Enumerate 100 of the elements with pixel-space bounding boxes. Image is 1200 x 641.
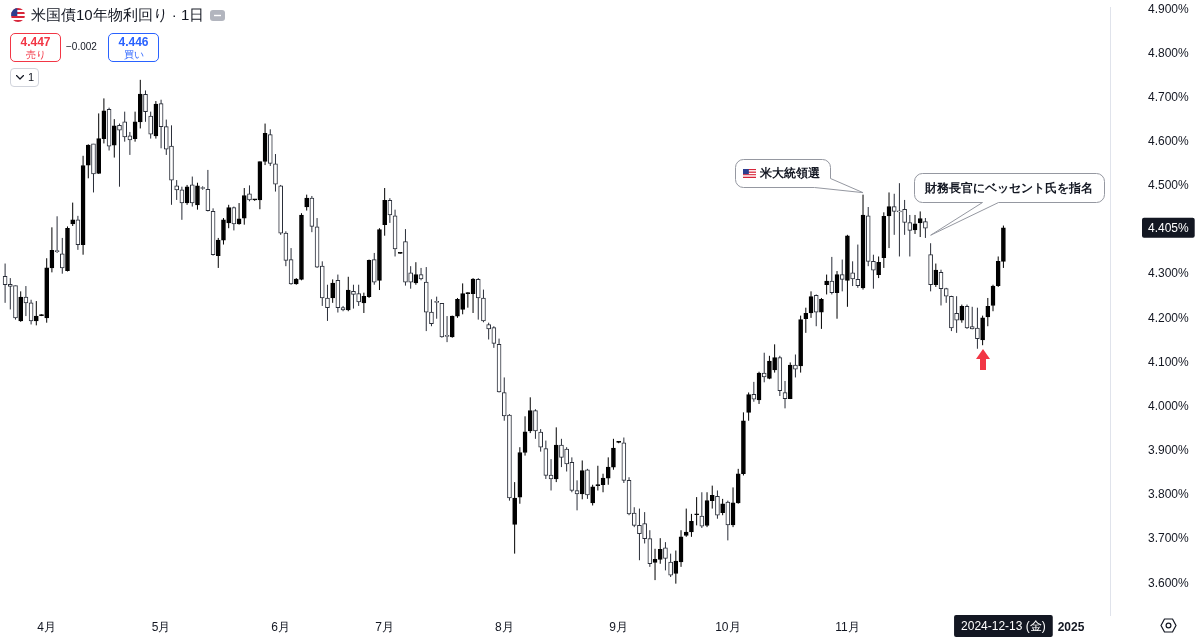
annotation: −0.002 [66,41,97,53]
y-tick-label: 4.600% [1148,133,1190,148]
candlestick [803,307,809,334]
y-tick-label: 3.900% [1148,443,1190,458]
candlestick [330,278,335,304]
x-tick-label: 6月 [271,619,291,634]
candlestick [189,176,195,208]
candlestick [975,307,980,350]
candlestick [657,537,663,565]
candlestick [371,252,377,286]
y-tick-label: 4.000% [1148,398,1190,413]
candlestick [143,89,148,123]
text: 2024-12-13 (金) [961,618,1046,633]
chart-title: 米国債10年物利回り · 1日 [31,6,205,24]
candlestick [429,298,434,327]
candlestick [715,489,720,520]
y-tick-label: 4.500% [1148,178,1190,193]
annotation: 1 [28,71,35,84]
candlestick [839,259,845,292]
annotation: 4.447 [19,35,52,49]
candlestick [538,428,543,453]
candlestick [527,396,533,434]
annotation: 4.446 [117,35,150,49]
candlestick [917,210,923,238]
text: 4.405% [1148,220,1190,235]
candlestick [585,468,590,500]
y-tick-label: 4.700% [1148,89,1190,104]
candlestick [590,484,595,506]
candlestick [954,295,959,334]
candlestick [694,496,699,526]
annotation: 買い [122,49,145,60]
candlestick [855,244,861,289]
annotation: 売り [24,49,47,60]
candlestick [813,293,819,327]
y-tick-label: 4.300% [1148,266,1190,281]
x-tick-label: 10月 [715,619,741,634]
candlestick [221,217,226,246]
candlestick [122,111,128,143]
candlestick [637,508,642,561]
candlestick [850,260,855,287]
candlestick [351,284,356,310]
sell-box: 4.447 売り [10,33,61,62]
candlestick [642,511,647,544]
candlestick [501,376,507,422]
y-tick-label: 4.900% [1148,1,1190,16]
candlestick [829,256,835,295]
y-tick-label: 3.800% [1148,487,1190,502]
candlestick [408,265,413,290]
y-tick-label: 3.700% [1148,531,1190,546]
x-tick-label: 7月 [375,619,395,634]
candlestick [897,182,902,257]
candlestick [876,255,881,279]
candlestick [226,204,232,229]
x-tick-label: 11月 [835,619,860,634]
candlestick [18,290,24,323]
candlestick [891,193,897,236]
x-tick-label: 5月 [151,619,171,634]
candlestick [579,459,585,500]
buy-box: 4.446 買い [108,33,159,62]
candlestick [533,408,538,440]
candlestick [985,297,991,327]
candlestick [564,446,569,472]
candlestick [59,237,65,275]
candlestick [148,111,154,140]
y-tick-label: 3.600% [1148,575,1190,590]
candlestick [611,438,616,471]
candlestick [907,214,913,257]
candlestick [689,513,694,538]
candlestick [163,119,169,156]
candlestick [241,187,247,226]
candlestick [959,304,965,324]
candlestick [871,254,876,290]
candlestick [455,297,460,319]
candlestick [824,274,829,295]
annotation: 財務長官にベッセント氏を指名 [924,180,1093,195]
candlestick [709,485,715,510]
candlestick [475,277,481,321]
candlestick [7,277,13,310]
candlestick [117,123,122,188]
candlestick [746,391,751,422]
candlestick [325,284,330,322]
y-tick-label: 4.800% [1148,45,1190,60]
candlestick [215,237,221,269]
candlestick [559,438,564,468]
y-tick-label: 4.100% [1148,354,1190,369]
candlestick [772,343,777,374]
candlestick [460,282,465,315]
candlestick [382,187,387,237]
candlestick [980,315,985,346]
candlestick [819,297,824,330]
candlestick [995,255,1001,288]
candlestick [923,217,928,239]
candlestick [481,289,486,323]
y-tick-label: 4.200% [1148,310,1190,325]
annotation: 米大統領選 [759,166,821,181]
candlestick [33,300,39,326]
x-tick-label: 8月 [494,619,514,634]
dropdown-box: 1 [10,68,39,87]
candlestick [111,118,117,159]
candlestick [70,202,76,227]
